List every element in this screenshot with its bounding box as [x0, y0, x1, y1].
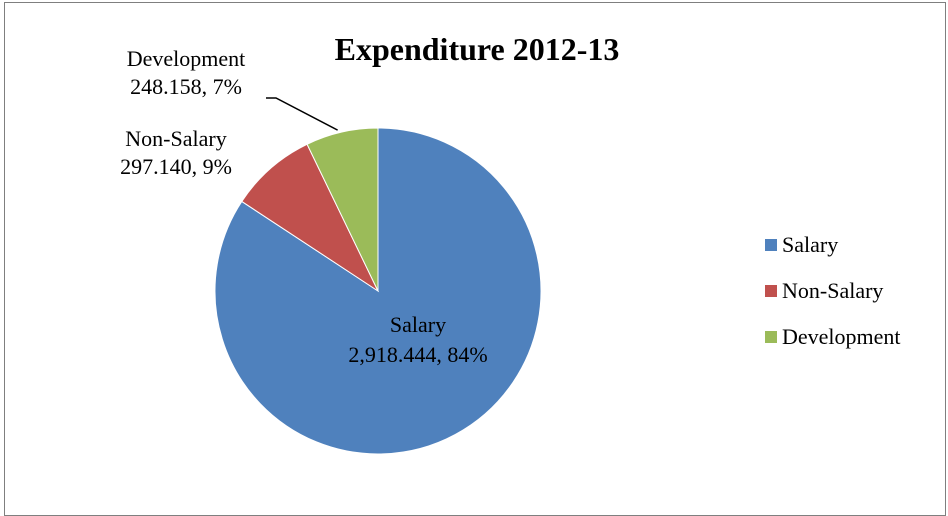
data-label-salary: Salary 2,918.444, 84%	[348, 312, 487, 367]
data-label-development: Development 248.158, 7%	[127, 46, 246, 99]
legend-label-salary: Salary	[782, 232, 838, 257]
legend-label-development: Development	[782, 324, 901, 349]
legend: Salary Non-Salary Development	[765, 232, 901, 349]
legend-swatch-salary	[765, 239, 777, 251]
pie-slices	[214, 127, 542, 455]
pie-slice-salary	[214, 127, 542, 455]
legend-swatch-development	[765, 331, 777, 343]
data-label-non-salary: Non-Salary 297.140, 9%	[120, 126, 232, 179]
legend-label-non-salary: Non-Salary	[782, 278, 883, 303]
chart-title: Expenditure 2012-13	[335, 31, 620, 67]
pie-slice-non-salary	[241, 143, 380, 293]
legend-swatch-non-salary	[765, 285, 777, 297]
leader-line-development	[266, 97, 338, 131]
leader-lines	[266, 97, 338, 131]
pie-slice-development	[306, 127, 379, 292]
data-labels: Salary 2,918.444, 84% Non-Salary 297.140, 9…	[120, 46, 488, 367]
